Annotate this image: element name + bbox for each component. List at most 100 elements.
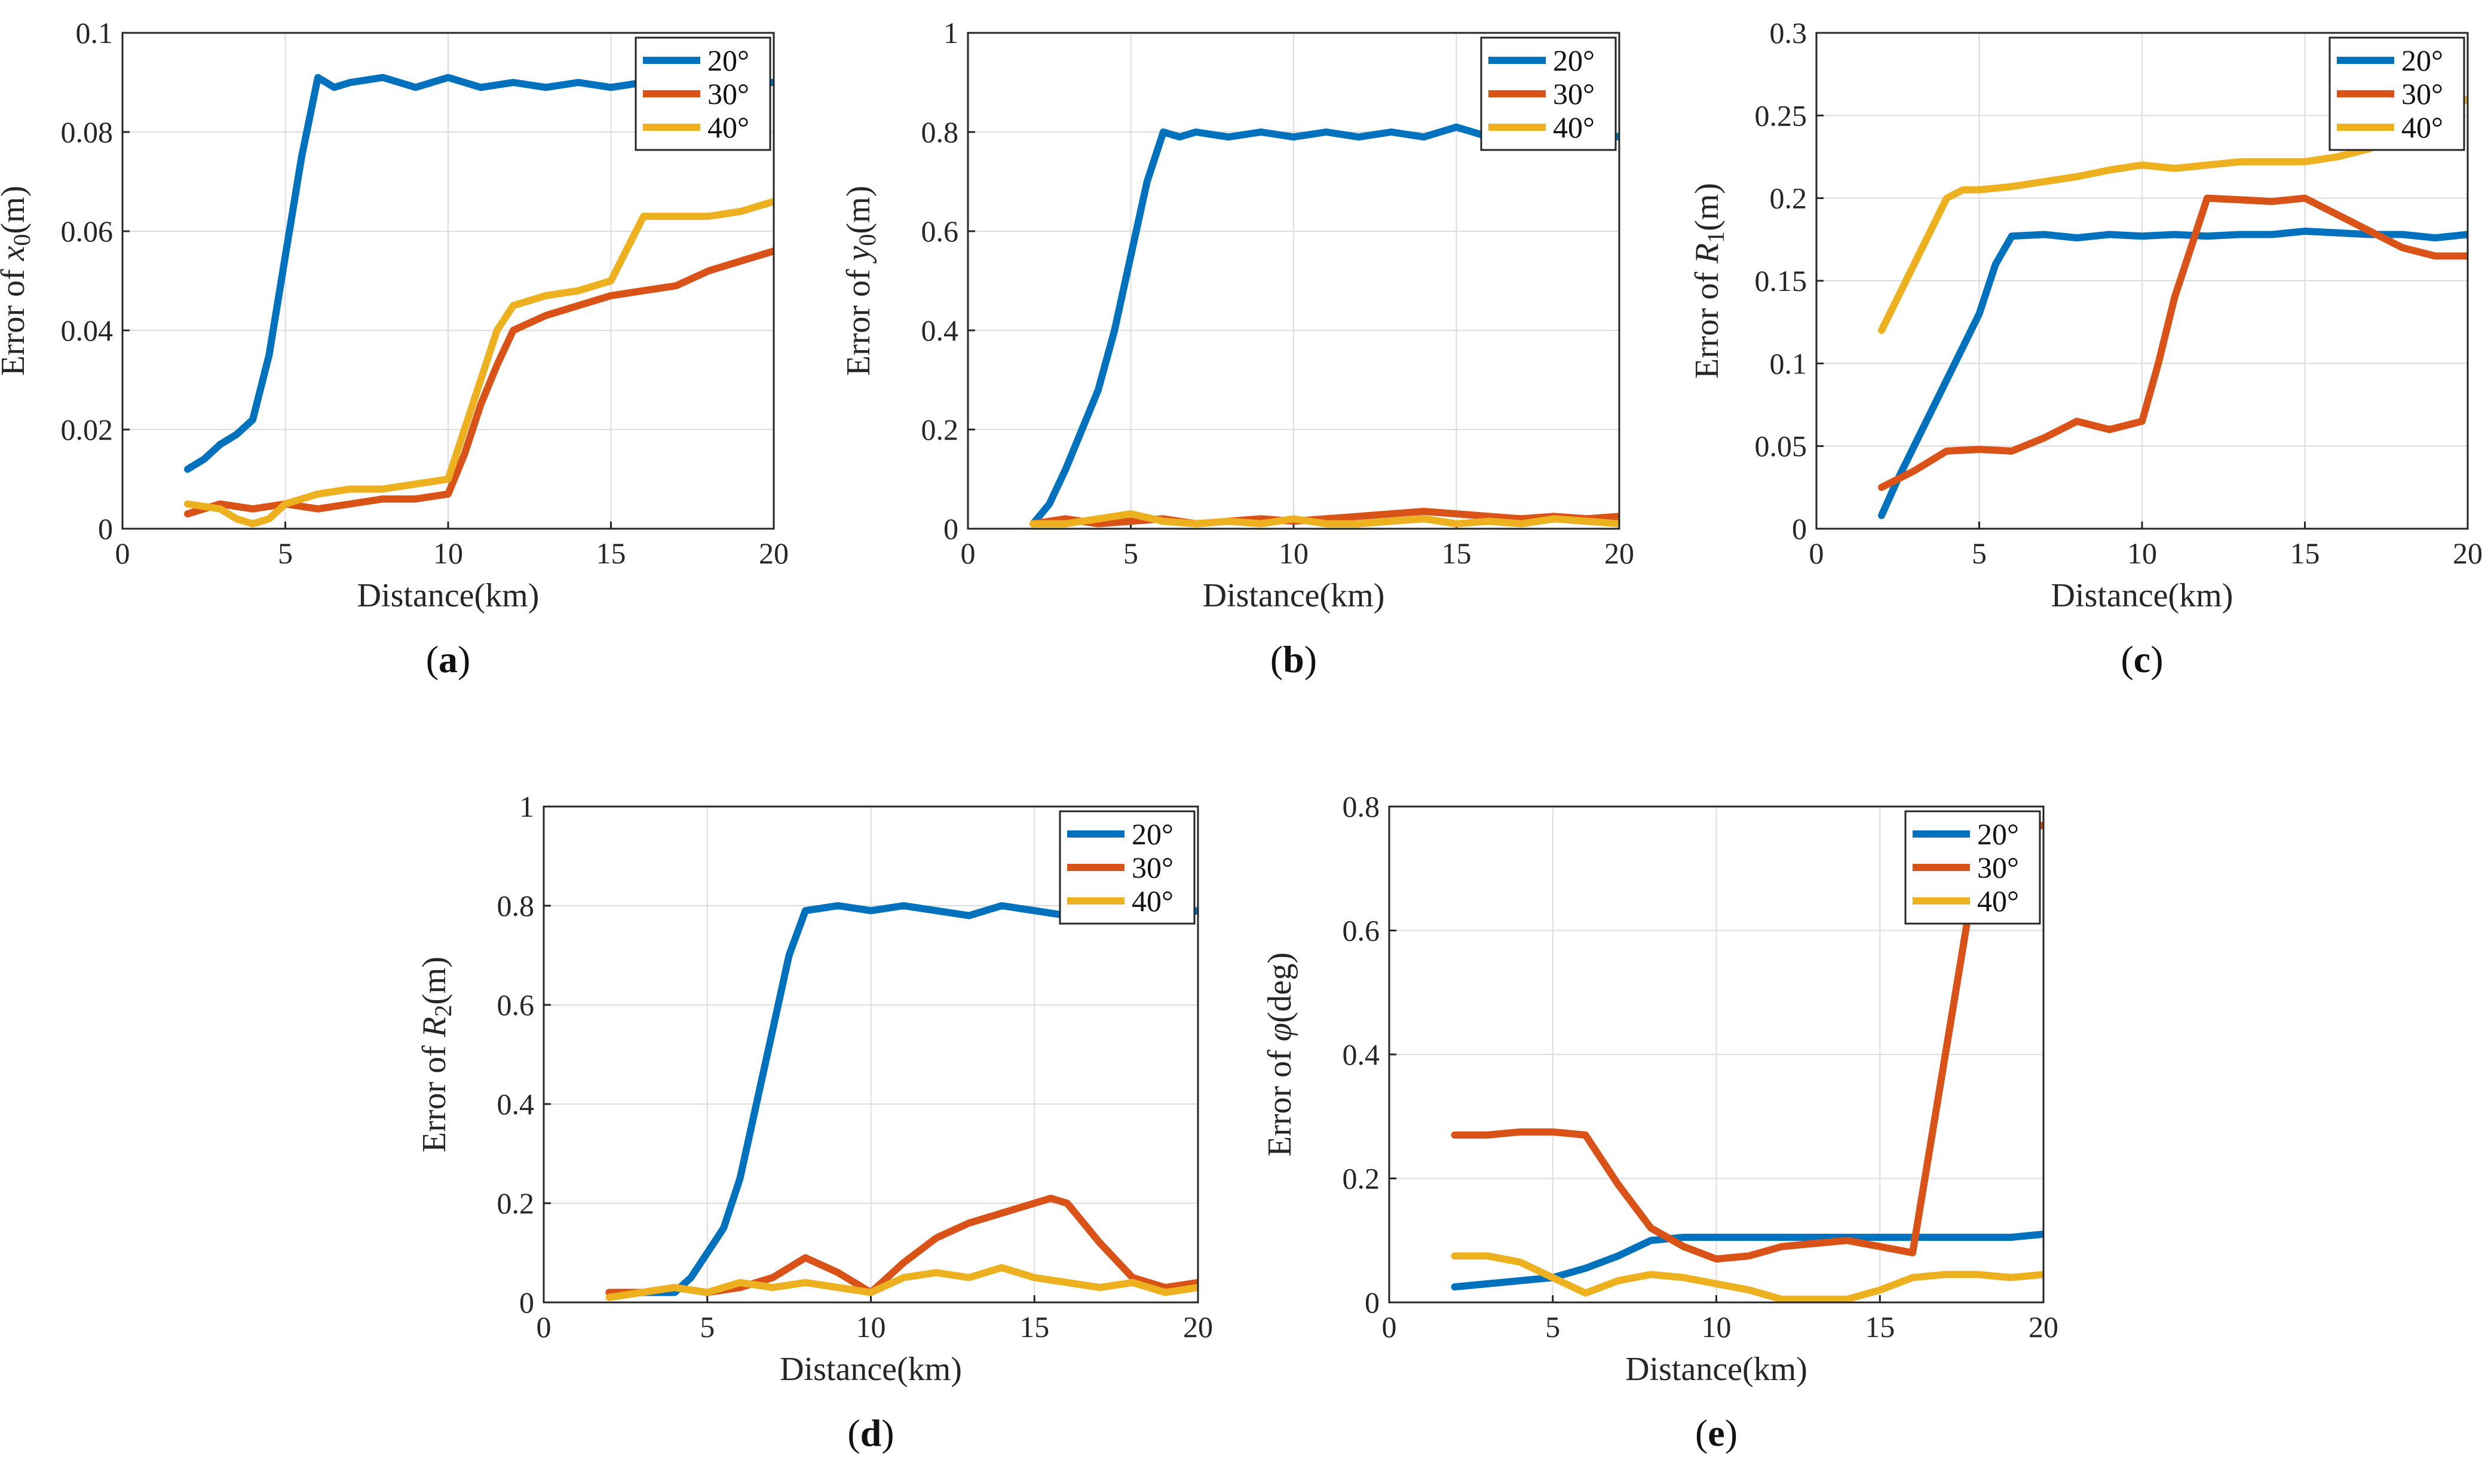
- y-axis-label-prefix: Error of: [840, 260, 877, 376]
- y-axis-label-symbol: φ: [1261, 1023, 1298, 1041]
- series-line-3: [1878, 95, 2468, 334]
- series-line-2: [1029, 508, 1619, 528]
- y-axis-label: Error of y0(m): [840, 186, 881, 376]
- series-line-3: [1029, 510, 1619, 528]
- panel-label-close: ): [458, 638, 470, 680]
- x-tick-label: 20: [1604, 536, 1634, 570]
- y-axis-label-prefix: Error of: [0, 260, 32, 376]
- panel-label-open: (: [1695, 1412, 1708, 1454]
- panel-label-close: ): [1725, 1412, 1738, 1454]
- panel-label: (e): [1695, 1412, 1738, 1454]
- y-axis-label-prefix: Error of: [1689, 263, 1726, 379]
- panel-label: (a): [426, 638, 471, 680]
- y-tick-label: 0.4: [1343, 1038, 1380, 1071]
- x-tick-label: 10: [2127, 536, 2157, 570]
- y-tick-label: 0.6: [497, 988, 535, 1022]
- x-tick-label: 5: [1545, 1310, 1560, 1344]
- y-tick-label: 0.02: [61, 413, 114, 446]
- chart-panel-a: 0 5 10 15 20 0 0.02 0.04 0.06 0.08 0.1 Distance(km)…: [0, 16, 789, 680]
- legend-entry: 30°: [1132, 851, 1173, 884]
- x-tick-label: 20: [2029, 1310, 2058, 1344]
- y-tick-label: 0: [1365, 1286, 1380, 1319]
- panel-label-letter: a: [439, 638, 458, 680]
- chart-panel-e: 0 5 10 15 20 0 0.2 0.4 0.6 0.8 Distance(km) Error o…: [1261, 790, 2058, 1454]
- y-tick-label: 0: [1792, 512, 1807, 545]
- legend: 20°30°40°: [2328, 36, 2465, 151]
- y-tick-label: 0: [98, 512, 113, 545]
- x-tick-label: 15: [1019, 1310, 1049, 1344]
- legend-entry: 40°: [707, 111, 749, 144]
- chart-panel-d: 0 5 10 15 20 0 0.2 0.4 0.6 0.8 1 Distance(km) Error …: [416, 790, 1213, 1454]
- x-tick-label: 15: [2290, 536, 2320, 570]
- panel-label: (c): [2121, 638, 2163, 680]
- y-axis-label: Error of φ(deg): [1261, 952, 1298, 1157]
- y-axis-label-sub: 0: [854, 234, 881, 246]
- panel-label: (d): [847, 1412, 894, 1454]
- y-tick-label: 0.2: [1770, 182, 1807, 215]
- y-tick-label: 0.2: [497, 1186, 535, 1220]
- x-tick-label: 0: [115, 536, 130, 570]
- x-tick-label: 15: [1865, 1310, 1895, 1344]
- y-tick-label: 0.2: [1343, 1162, 1380, 1195]
- chart-panel-c: 0 5 10 15 20 0 0.05 0.1 0.15 0.2 0.25 0.3 Distance(k…: [1689, 16, 2483, 680]
- x-tick-label: 15: [1442, 536, 1472, 570]
- x-tick-label: 10: [433, 536, 463, 570]
- legend-entry: 30°: [1553, 77, 1595, 111]
- y-axis-label-symbol: R: [1689, 243, 1726, 264]
- axis-frame: [121, 32, 775, 530]
- legend-entry: 40°: [2401, 111, 2443, 144]
- chart-panel-b: 0 5 10 15 20 0 0.2 0.4 0.6 0.8 1 Distance(km) Error …: [840, 16, 1634, 680]
- y-tick-label: 0.06: [61, 214, 114, 248]
- x-tick-label: 0: [1382, 1310, 1397, 1344]
- y-tick-label: 0.8: [497, 889, 535, 922]
- x-tick-label: 5: [278, 536, 293, 570]
- axis-frame: [1815, 32, 2469, 530]
- x-tick-label: 0: [1809, 536, 1824, 570]
- series-line-1: [1878, 228, 2468, 519]
- panel-label-close: ): [2150, 638, 2163, 680]
- y-tick-label: 0.8: [921, 115, 959, 149]
- panel-label-open: (: [847, 1412, 860, 1454]
- axis-frame: [967, 32, 1620, 530]
- y-axis-label-unit: (deg): [1261, 952, 1298, 1023]
- panel-label-open: (: [2121, 638, 2133, 680]
- x-tick-label: 0: [961, 536, 976, 570]
- x-axis-label: Distance(km): [2051, 577, 2233, 614]
- panel-label-letter: e: [1708, 1412, 1724, 1454]
- x-axis-label: Distance(km): [1625, 1351, 1807, 1388]
- y-tick-label: 0: [519, 1286, 534, 1319]
- y-axis-label: Error of R2(m): [416, 956, 456, 1152]
- y-tick-label: 0.25: [1755, 99, 1807, 132]
- y-axis-label-unit: (m): [1689, 183, 1726, 231]
- legend-entry: 30°: [707, 77, 749, 111]
- panel-label-letter: b: [1283, 638, 1304, 680]
- y-axis-label: Error of R1(m): [1689, 183, 1729, 379]
- x-tick-label: 20: [759, 536, 789, 570]
- y-tick-label: 0.8: [1343, 790, 1380, 823]
- x-tick-label: 10: [1279, 536, 1309, 570]
- y-tick-label: 0: [943, 512, 958, 545]
- x-tick-label: 5: [1972, 536, 1987, 570]
- y-tick-label: 1: [943, 16, 958, 50]
- legend-entry: 40°: [1977, 884, 2019, 918]
- y-tick-label: 0.4: [921, 314, 959, 347]
- legend-entry: 30°: [1977, 851, 2019, 884]
- y-axis-label-sub: 1: [1702, 231, 1729, 243]
- panel-label-open: (: [426, 638, 439, 680]
- y-tick-label: 0.1: [76, 16, 114, 50]
- y-tick-label: 0.04: [61, 314, 114, 347]
- axis-frame: [543, 805, 1199, 1304]
- axis-frame: [1388, 805, 2045, 1304]
- y-tick-label: 0.15: [1755, 264, 1807, 298]
- y-tick-label: 0.2: [921, 413, 959, 446]
- y-tick-label: 0.05: [1755, 430, 1807, 463]
- x-tick-label: 20: [2453, 536, 2483, 570]
- panel-label-close: ): [881, 1412, 894, 1454]
- y-axis-label-symbol: x: [0, 246, 32, 261]
- series-line-3: [1451, 1252, 2043, 1302]
- x-tick-label: 0: [537, 1310, 551, 1344]
- y-tick-label: 0.3: [1770, 16, 1807, 50]
- y-axis-label: Error of x0(m): [0, 186, 35, 376]
- x-tick-label: 5: [700, 1310, 715, 1344]
- y-tick-label: 0.4: [497, 1087, 535, 1121]
